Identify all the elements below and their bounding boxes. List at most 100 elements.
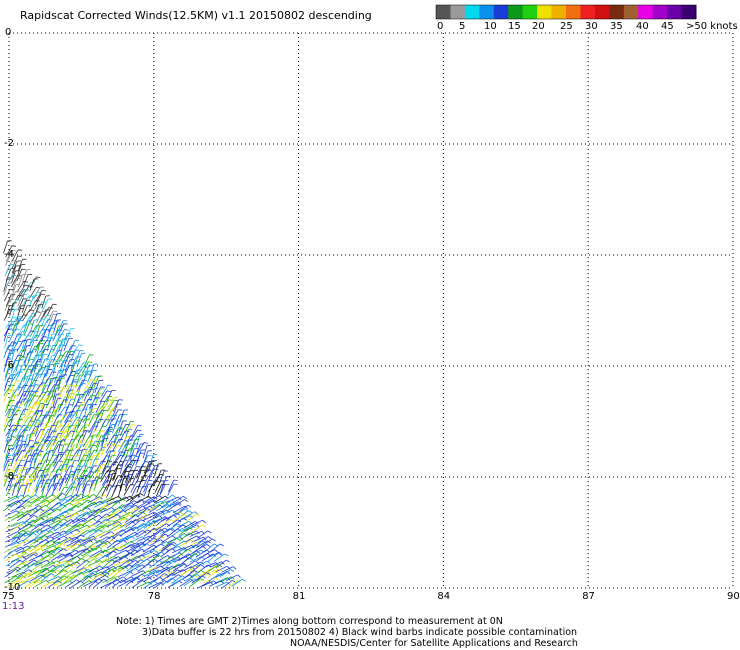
color-swatch <box>493 5 509 19</box>
wind-barb <box>58 513 73 522</box>
wind-barb <box>136 433 144 448</box>
wind-barb <box>51 482 60 497</box>
wind-barb <box>106 396 118 409</box>
wind-barb <box>118 526 134 534</box>
wind-barb <box>22 378 34 391</box>
wind-barb <box>159 483 170 496</box>
wind-barb <box>77 352 86 366</box>
wind-barb <box>29 361 41 373</box>
wind-barb <box>63 574 78 584</box>
wind-barb <box>143 580 158 589</box>
wind-barb <box>100 581 116 589</box>
wind-barb <box>75 426 87 439</box>
wind-barb <box>22 338 32 352</box>
wind-barb <box>95 566 111 573</box>
wind-barb <box>3 414 12 428</box>
wind-barb <box>179 532 194 542</box>
wind-barb <box>172 540 188 549</box>
wind-barb <box>160 509 176 516</box>
wind-barb <box>106 455 116 469</box>
wind-barb <box>34 529 50 539</box>
wind-barb <box>23 454 33 468</box>
wind-barb <box>125 507 141 516</box>
wind-barb <box>143 537 158 547</box>
wind-barb <box>69 438 78 452</box>
wind-barb <box>130 429 142 442</box>
wind-barb <box>94 412 103 426</box>
wind-barb <box>83 403 92 418</box>
wind-barb <box>87 484 97 498</box>
wind-barb <box>149 539 165 547</box>
wind-barb <box>84 379 96 391</box>
wind-barb <box>111 420 122 434</box>
wind-barb <box>101 460 112 473</box>
wind-barb <box>51 553 67 561</box>
wind-barb <box>77 474 89 487</box>
wind-barb <box>78 370 90 383</box>
wind-barb <box>41 483 50 497</box>
wind-barb <box>155 569 171 577</box>
wind-barb <box>42 298 53 311</box>
wind-barb <box>24 494 39 502</box>
wind-barb <box>27 380 38 393</box>
wind-barb <box>57 323 68 336</box>
wind-barb <box>166 528 181 538</box>
wind-barb <box>124 421 135 434</box>
wind-barb <box>39 354 48 368</box>
wind-barb <box>3 473 13 487</box>
wind-barb <box>34 579 50 588</box>
wind-barb <box>165 537 180 547</box>
wind-barb <box>76 444 86 458</box>
wind-barb <box>143 461 154 474</box>
wind-barb <box>27 479 36 493</box>
wind-barb <box>52 363 60 377</box>
wind-barb <box>27 348 38 362</box>
color-swatch <box>580 5 596 19</box>
lon-tick-label: 81 <box>292 591 306 602</box>
wind-barb <box>119 541 135 549</box>
wind-barb <box>47 333 57 347</box>
wind-barb <box>3 458 13 472</box>
wind-barb <box>185 524 200 532</box>
wind-barb <box>58 351 70 363</box>
wind-barb <box>35 434 46 447</box>
wind-barb <box>147 480 160 493</box>
wind-barb <box>23 394 35 407</box>
wind-barb <box>11 255 22 269</box>
wind-barb <box>197 530 212 539</box>
note-line-1: Note: 1) Times are GMT 2)Times along bot… <box>116 616 503 627</box>
wind-barb <box>5 429 15 443</box>
wind-barb <box>135 452 144 466</box>
wind-barb <box>160 480 169 494</box>
wind-barb <box>147 569 163 577</box>
wind-barb <box>23 483 32 497</box>
wind-barb <box>3 308 14 321</box>
color-swatch <box>667 5 683 19</box>
wind-barb <box>69 444 78 458</box>
wind-barb <box>17 549 32 558</box>
wind-barb <box>57 385 69 397</box>
wind-barb <box>5 424 17 437</box>
wind-barb <box>22 269 31 283</box>
wind-barb <box>58 399 68 412</box>
wind-barb <box>12 482 20 496</box>
wind-barb <box>101 426 113 439</box>
wind-barb <box>46 378 56 392</box>
wind-barb <box>219 569 235 578</box>
wind-barb <box>4 264 15 277</box>
wind-barb <box>83 453 93 467</box>
wind-barb <box>143 522 158 532</box>
wind-barb <box>124 514 140 523</box>
wind-barb <box>17 377 27 391</box>
color-bar-label: 25 <box>560 21 573 32</box>
wind-barb <box>99 523 114 533</box>
wind-barb <box>40 399 49 413</box>
color-bar-label: 30 <box>585 21 598 32</box>
wind-barb <box>5 245 17 258</box>
wind-barb <box>64 410 76 423</box>
wind-barb <box>69 523 84 532</box>
wind-barb <box>153 527 169 537</box>
wind-barb <box>101 565 117 573</box>
wind-barb <box>10 360 20 374</box>
wind-barb <box>22 344 31 359</box>
